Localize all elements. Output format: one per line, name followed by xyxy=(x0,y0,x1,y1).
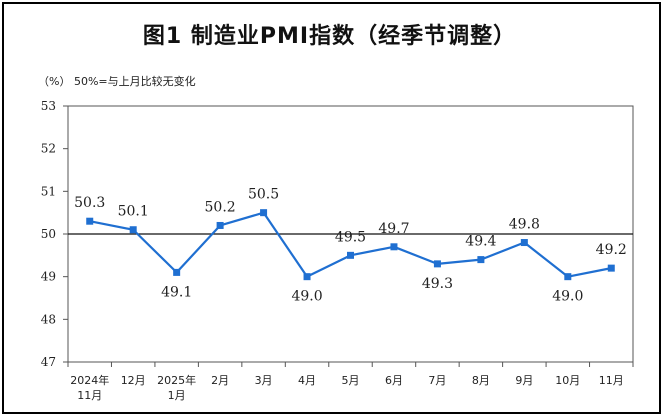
data-label: 49.4 xyxy=(465,234,496,250)
data-point-marker xyxy=(303,273,311,281)
x-tick-label: 9月 xyxy=(515,374,533,387)
data-label: 49.1 xyxy=(161,284,192,300)
x-tick-label: 2024年 xyxy=(70,373,109,387)
x-tick-label: 5月 xyxy=(342,374,360,387)
y-tick-label: 51 xyxy=(41,184,56,198)
y-tick-label: 49 xyxy=(41,270,56,284)
x-tick-label: 2025年 xyxy=(157,373,196,387)
data-point-marker xyxy=(129,226,137,234)
x-tick-label: 7月 xyxy=(428,374,446,387)
data-point-marker xyxy=(216,221,224,229)
data-point-marker xyxy=(607,264,615,272)
data-point-marker xyxy=(477,256,485,264)
data-point-marker xyxy=(520,239,528,247)
data-label: 49.7 xyxy=(378,221,409,237)
data-label: 49.2 xyxy=(596,242,627,258)
data-label: 49.5 xyxy=(335,229,366,245)
unit-note: （%） 50%=与上月比较无变化 xyxy=(38,75,196,88)
data-label: 49.0 xyxy=(291,289,322,305)
data-label: 50.5 xyxy=(248,187,279,203)
data-point-marker xyxy=(433,260,441,268)
x-tick-label: 11月 xyxy=(77,389,102,402)
y-tick-label: 50 xyxy=(41,227,56,241)
data-point-marker xyxy=(347,251,354,259)
data-point-marker xyxy=(86,217,94,225)
x-tick-label: 10月 xyxy=(555,374,580,387)
x-tick-label: 6月 xyxy=(385,374,403,387)
x-tick-label: 12月 xyxy=(121,374,146,387)
chart-title: 图1 制造业PMI指数（经季节调整） xyxy=(142,24,517,49)
data-label: 50.1 xyxy=(118,204,149,220)
x-tick-label: 11月 xyxy=(599,374,624,387)
data-label: 49.8 xyxy=(509,217,540,233)
x-tick-label: 8月 xyxy=(472,374,490,387)
data-point-marker xyxy=(260,209,268,217)
data-point-marker xyxy=(390,243,398,251)
data-label: 50.3 xyxy=(74,195,105,211)
y-tick-label: 52 xyxy=(41,142,56,156)
x-tick-label: 4月 xyxy=(298,374,316,387)
y-tick-label: 53 xyxy=(41,99,56,113)
x-tick-label: 3月 xyxy=(255,374,273,387)
data-label: 49.0 xyxy=(552,289,583,305)
y-tick-label: 48 xyxy=(41,312,56,326)
data-point-marker xyxy=(564,273,572,281)
data-label: 49.3 xyxy=(422,276,453,292)
data-label: 50.2 xyxy=(205,199,236,215)
x-tick-label: 2月 xyxy=(211,374,229,387)
data-point-marker xyxy=(173,268,181,276)
x-tick-label: 1月 xyxy=(168,389,186,402)
y-tick-label: 47 xyxy=(41,355,56,369)
